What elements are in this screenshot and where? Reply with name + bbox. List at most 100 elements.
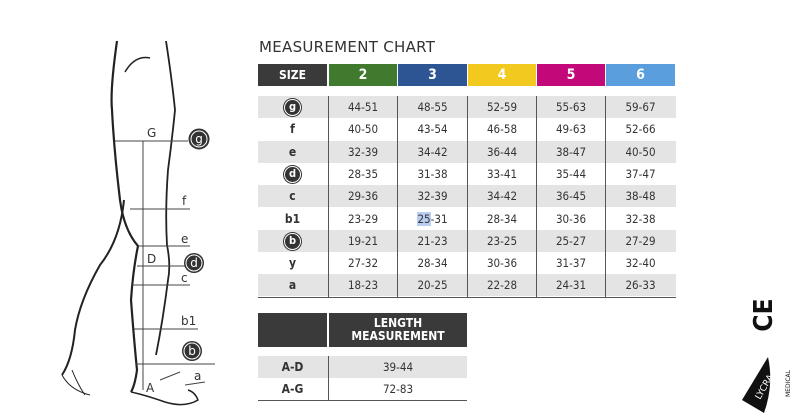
table-cell: 38-47 xyxy=(555,144,587,159)
label-b: b xyxy=(188,344,196,358)
column-divider xyxy=(328,356,329,400)
row-label-text: b xyxy=(285,233,300,249)
size-column-header: 5 xyxy=(537,64,605,86)
label-g: g xyxy=(195,132,203,146)
table-cell: 28-34 xyxy=(417,256,448,271)
table-cell: 55-63 xyxy=(555,100,587,114)
label-A: A xyxy=(146,381,155,395)
table-cell: 37-47 xyxy=(625,166,656,181)
table-cell: 34-42 xyxy=(417,144,448,159)
size-header: SIZE xyxy=(258,64,327,86)
table-cell: 36-45 xyxy=(555,189,587,204)
length-row-value: 72-83 xyxy=(382,382,414,396)
label-d: d xyxy=(190,256,198,270)
table-cell: 25-31 xyxy=(417,211,448,226)
table-cell: 34-42 xyxy=(486,189,518,204)
row-label-text: a xyxy=(288,278,297,293)
row-label-text: d xyxy=(285,166,300,182)
table-cell: 19-21 xyxy=(347,233,379,248)
length-table-bottom-rule xyxy=(258,400,467,401)
table-cell: 43-54 xyxy=(417,122,448,137)
table-cell: 22-28 xyxy=(486,278,518,293)
table-cell: 35-44 xyxy=(555,166,587,181)
table-cell: 21-23 xyxy=(417,233,448,248)
medical-text: MEDICAL xyxy=(785,369,792,397)
row-label: a xyxy=(258,274,327,296)
label-f: f xyxy=(182,194,187,208)
ce-mark: CE xyxy=(749,298,779,332)
table-cell: 33-41 xyxy=(486,166,518,181)
table-cell: 32-39 xyxy=(417,189,448,204)
size-column-header: 3 xyxy=(398,64,467,86)
label-G: G xyxy=(147,126,156,140)
table-cell: 49-63 xyxy=(555,122,587,137)
length-header: LENGTH MEASUREMENT xyxy=(329,313,467,347)
row-label-text: g xyxy=(285,100,300,115)
size-column-header: 6 xyxy=(606,64,675,86)
row-label-text: e xyxy=(288,144,297,159)
length-header-line1: LENGTH xyxy=(373,316,423,330)
row-label-text: c xyxy=(289,189,296,204)
length-row: A-G 72-83 xyxy=(258,378,467,400)
table-cell: 20-25 xyxy=(417,278,448,293)
table-cell: 29-36 xyxy=(347,189,379,204)
table-cell: 30-36 xyxy=(486,256,518,271)
column-divider xyxy=(397,96,398,297)
row-label: c xyxy=(258,185,327,207)
table-cell: 26-33 xyxy=(625,278,656,293)
table-cell: 28-35 xyxy=(347,166,379,181)
table-cell: 32-38 xyxy=(625,211,656,226)
column-divider xyxy=(467,96,468,297)
table-cell: 27-32 xyxy=(347,256,379,271)
table-cell: 40-50 xyxy=(347,122,379,137)
row-label-text: b1 xyxy=(284,211,301,226)
table-cell: 36-44 xyxy=(486,144,518,159)
length-header-line2: MEASUREMENT xyxy=(351,329,445,343)
table-cell: 31-37 xyxy=(555,256,587,271)
row-label: e xyxy=(258,141,327,163)
table-cell: 32-40 xyxy=(625,256,656,271)
label-a: a xyxy=(194,369,201,383)
column-divider xyxy=(328,96,329,297)
table-row: y 27-32 28-34 30-36 31-37 32-40 xyxy=(258,252,676,274)
row-label: y xyxy=(258,252,327,274)
table-cell: 25-27 xyxy=(555,233,587,248)
length-row: A-D 39-44 xyxy=(258,356,467,378)
label-D: D xyxy=(147,252,156,266)
length-header-blank xyxy=(258,313,327,347)
table-cell: 31-38 xyxy=(417,166,448,181)
table-cell: 23-29 xyxy=(347,211,379,226)
table-cell: 28-34 xyxy=(486,211,518,226)
table-cell: 48-55 xyxy=(417,100,448,114)
leg-diagram: G f e D c b1 A a g d b xyxy=(61,40,215,406)
table-cell: 23-25 xyxy=(486,233,518,248)
table-cell: 30-36 xyxy=(555,211,587,226)
table-cell: 18-23 xyxy=(347,278,379,293)
label-b1: b1 xyxy=(181,314,196,328)
table-cell: 44-51 xyxy=(347,100,379,114)
table-cell: 52-66 xyxy=(625,122,656,137)
table-cell: 27-29 xyxy=(625,233,656,248)
length-row-value: 39-44 xyxy=(382,360,414,374)
label-e: e xyxy=(181,232,188,246)
page-title: MEASUREMENT CHART xyxy=(259,38,436,56)
size-column-header: 4 xyxy=(468,64,536,86)
length-row-label: A-D xyxy=(281,360,304,374)
table-bottom-rule xyxy=(258,297,676,298)
size-column-header: 2 xyxy=(329,64,397,86)
table-cell: 59-67 xyxy=(625,100,656,114)
text-selection: 25 xyxy=(417,211,431,226)
row-label-text: f xyxy=(290,122,295,137)
length-row-label: A-G xyxy=(281,382,304,396)
table-cell: 38-48 xyxy=(625,189,656,204)
table-row: f 40-50 43-54 46-58 49-63 52-66 xyxy=(258,118,676,140)
label-c: c xyxy=(181,271,188,285)
row-label: f xyxy=(258,118,327,140)
row-label: b1 xyxy=(258,208,327,230)
row-label-text: y xyxy=(288,256,297,271)
lycra-logo: LYCRA MEDICAL xyxy=(742,357,792,413)
table-cell: 52-59 xyxy=(486,100,518,114)
column-divider xyxy=(536,96,537,297)
column-divider xyxy=(605,96,606,297)
table-cell: 32-39 xyxy=(347,144,379,159)
